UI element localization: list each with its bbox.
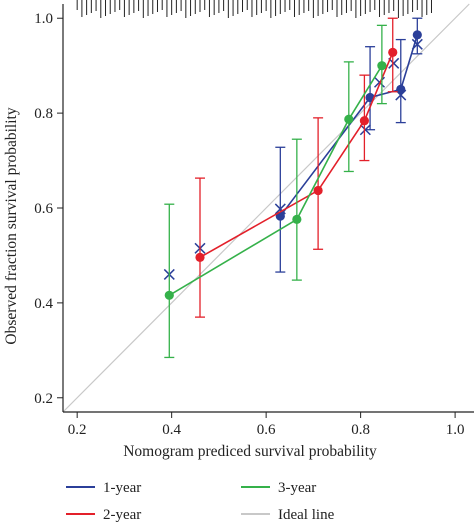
x-tick-label: 0.2 [68, 422, 87, 438]
legend-label: 1-year [103, 480, 141, 496]
series-1-year [163, 17, 423, 280]
data-point [412, 30, 422, 40]
legend-label: 2-year [103, 507, 141, 523]
legend-item-1-year: 1-year [66, 480, 141, 496]
y-tick-label: 0.4 [34, 296, 53, 312]
legend-label: Ideal line [278, 507, 335, 523]
data-point [313, 185, 323, 196]
y-tick-label: 0.6 [34, 201, 53, 217]
ideal-line [62, 3, 470, 413]
x-tick-label: 0.8 [351, 422, 370, 438]
x-tick-label: 1.0 [446, 422, 465, 438]
series-line [199, 52, 394, 259]
series-line [279, 34, 419, 217]
series-2-year [195, 17, 398, 318]
legend: 1-year 2-year 3-year Ideal line [66, 480, 335, 523]
x-axis-title: Nomogram prediced survival probability [123, 443, 377, 460]
legend-item-ideal-line: Ideal line [241, 507, 335, 523]
observed-x-marker [411, 38, 423, 50]
data-point [292, 214, 302, 224]
y-tick-label: 0.2 [34, 391, 53, 407]
data-point [195, 252, 205, 262]
data-point [164, 290, 174, 300]
plot-area [62, 0, 470, 413]
x-tick-label: 0.6 [257, 422, 276, 438]
axes: 0.2 0.4 0.6 0.8 1.0 0.2 0.4 0.6 0.8 1.0 [34, 4, 474, 438]
y-tick-label: 1.0 [34, 11, 53, 27]
series-layer [163, 17, 423, 359]
legend-label: 3-year [278, 480, 316, 496]
series-line [168, 65, 383, 296]
observed-x-marker [274, 203, 286, 215]
legend-item-2-year: 2-year [66, 507, 141, 523]
y-axis-title: Observed fraction survival probability [3, 107, 20, 344]
data-point [388, 47, 398, 57]
data-point [344, 114, 354, 124]
data-point [396, 84, 406, 94]
x-tick-label: 0.4 [162, 422, 181, 438]
data-point [377, 61, 387, 71]
y-tick-label: 0.8 [34, 106, 53, 122]
data-point [359, 116, 369, 126]
observed-x-marker [359, 124, 371, 136]
series-3-year [164, 24, 387, 359]
legend-item-3-year: 3-year [241, 480, 316, 496]
